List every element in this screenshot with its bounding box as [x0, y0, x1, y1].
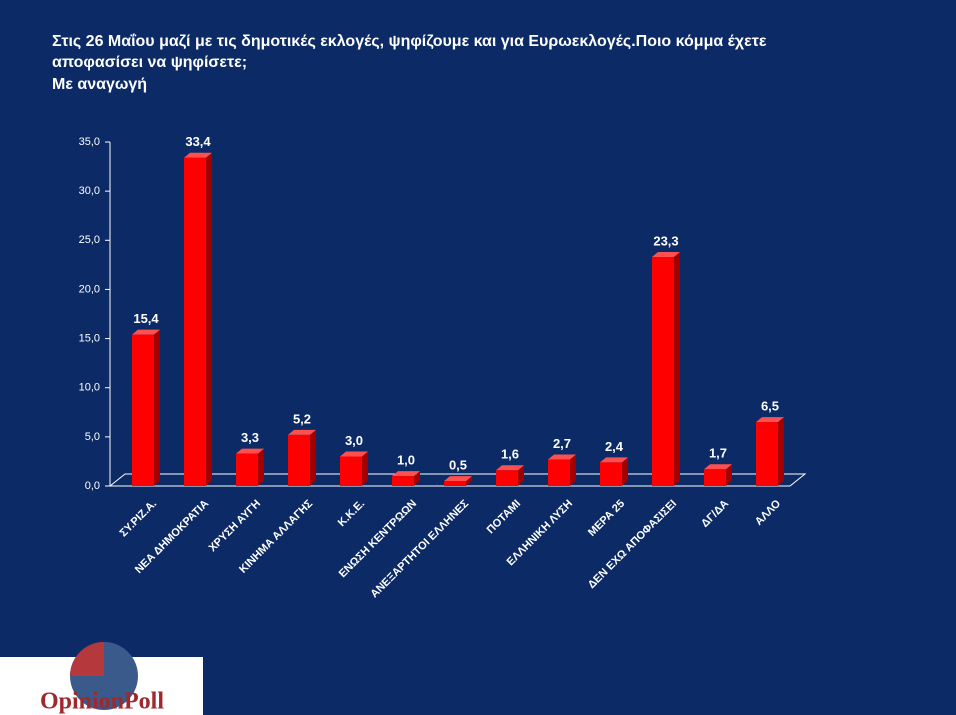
- value-label: 3,3: [241, 430, 259, 445]
- x-tick-label: ΣΥ.ΡΙΖ.Α.: [117, 498, 159, 540]
- bar-top: [132, 329, 160, 335]
- y-tick-label: 30,0: [79, 185, 100, 197]
- bar: [184, 157, 206, 486]
- bar-side: [466, 476, 472, 486]
- value-label: 33,4: [185, 134, 211, 149]
- bar-side: [726, 464, 732, 486]
- x-tick-label: ΜΕΡΑ 25: [586, 498, 627, 539]
- bar: [548, 459, 570, 486]
- logo: OpinionPoll: [0, 642, 203, 715]
- y-tick-label: 20,0: [79, 283, 100, 295]
- bar-top: [704, 464, 732, 470]
- title-line: αποφασίσει να ψηφίσετε;: [52, 54, 247, 71]
- value-label: 1,0: [397, 453, 415, 468]
- bar-side: [518, 465, 524, 486]
- x-tick-label: ΔΓ/ΔΑ: [699, 498, 731, 530]
- bar-top: [652, 251, 680, 257]
- bar-top: [236, 448, 264, 454]
- value-label: 2,7: [553, 436, 571, 451]
- value-label: 15,4: [133, 311, 159, 326]
- bar-top: [756, 417, 784, 423]
- value-label: 0,5: [449, 458, 467, 473]
- bar: [340, 456, 362, 486]
- bar-side: [778, 417, 784, 486]
- y-tick-label: 25,0: [79, 234, 100, 246]
- bar: [496, 470, 518, 486]
- x-tick-label: ΔΕΝ ΕΧΩ ΑΠΟΦΑΣΙΣΕΙ: [586, 498, 679, 591]
- value-label: 6,5: [761, 399, 779, 414]
- y-tick-label: 10,0: [79, 382, 100, 394]
- value-label: 3,0: [345, 433, 363, 448]
- bar: [652, 256, 674, 486]
- value-label: 5,2: [293, 411, 311, 426]
- value-label: 1,7: [709, 446, 727, 461]
- bar-side: [258, 448, 264, 486]
- x-tick-label: ΑΝΕΞΑΡΤΗΤΟΙ ΕΛΛΗΝΕΣ: [368, 497, 471, 600]
- value-label: 1,6: [501, 447, 519, 462]
- bar-side: [622, 457, 628, 486]
- value-label: 2,4: [605, 439, 624, 454]
- x-tick-label: Κ.Κ.Ε.: [336, 498, 367, 529]
- bar-top: [184, 152, 212, 158]
- value-label: 23,3: [653, 233, 678, 248]
- bar-side: [414, 471, 420, 486]
- logo-text: OpinionPoll: [40, 689, 164, 715]
- x-tick-label: ΧΡΥΣΗ ΑΥΓΗ: [207, 498, 264, 555]
- bar-top: [496, 465, 524, 471]
- y-tick-label: 5,0: [85, 431, 100, 443]
- bar-top: [548, 454, 576, 460]
- bar-top: [288, 429, 316, 435]
- y-tick-label: 15,0: [79, 332, 100, 344]
- bar: [600, 462, 622, 486]
- bar: [132, 334, 154, 486]
- title-line: Στις 26 Μαΐου μαζί με τις δημοτικές εκλο…: [52, 33, 767, 50]
- subtitle: Με αναγωγή: [52, 76, 147, 93]
- y-tick-label: 0,0: [85, 480, 100, 492]
- bar-top: [600, 457, 628, 463]
- bar-side: [206, 152, 212, 486]
- bar-side: [154, 329, 160, 486]
- x-tick-label: ΠΟΤΑΜΙ: [485, 498, 524, 537]
- bar: [236, 453, 258, 486]
- bar-top: [392, 471, 420, 477]
- bar-side: [570, 454, 576, 486]
- bar: [444, 481, 466, 486]
- bar-top: [340, 451, 368, 457]
- bar: [704, 469, 726, 486]
- x-tick-label: ΑΛΛΟ: [753, 497, 784, 528]
- bar-side: [362, 451, 368, 486]
- y-tick-label: 35,0: [79, 136, 100, 148]
- bar-side: [674, 251, 680, 486]
- bar-top: [444, 476, 472, 482]
- logo-slice: [70, 642, 104, 676]
- bar: [288, 434, 310, 486]
- bar: [756, 422, 778, 486]
- bar-side: [310, 429, 316, 486]
- bar: [392, 476, 414, 486]
